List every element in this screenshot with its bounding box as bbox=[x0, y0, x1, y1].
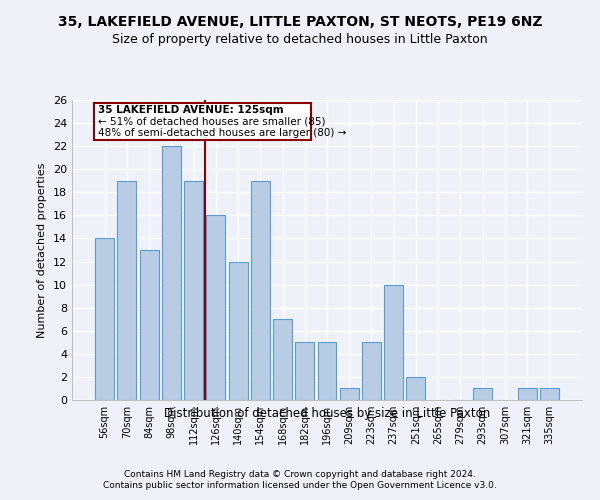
FancyBboxPatch shape bbox=[94, 104, 311, 141]
Bar bbox=[229, 262, 248, 400]
Bar bbox=[95, 238, 114, 400]
Text: Contains HM Land Registry data © Crown copyright and database right 2024.: Contains HM Land Registry data © Crown c… bbox=[124, 470, 476, 479]
Bar bbox=[118, 181, 136, 400]
Text: 35, LAKEFIELD AVENUE, LITTLE PAXTON, ST NEOTS, PE19 6NZ: 35, LAKEFIELD AVENUE, LITTLE PAXTON, ST … bbox=[58, 15, 542, 29]
Text: Contains public sector information licensed under the Open Government Licence v3: Contains public sector information licen… bbox=[103, 481, 497, 490]
Text: Size of property relative to detached houses in Little Paxton: Size of property relative to detached ho… bbox=[112, 32, 488, 46]
Bar bbox=[184, 181, 203, 400]
Bar bbox=[406, 377, 425, 400]
Bar bbox=[295, 342, 314, 400]
Bar bbox=[317, 342, 337, 400]
Bar bbox=[340, 388, 359, 400]
Bar bbox=[162, 146, 181, 400]
Bar bbox=[140, 250, 158, 400]
Bar bbox=[273, 319, 292, 400]
Text: 35 LAKEFIELD AVENUE: 125sqm: 35 LAKEFIELD AVENUE: 125sqm bbox=[98, 105, 284, 115]
Y-axis label: Number of detached properties: Number of detached properties bbox=[37, 162, 47, 338]
Bar bbox=[362, 342, 381, 400]
Text: Distribution of detached houses by size in Little Paxton: Distribution of detached houses by size … bbox=[164, 408, 490, 420]
Bar bbox=[251, 181, 270, 400]
Bar bbox=[206, 216, 225, 400]
Text: 48% of semi-detached houses are larger (80) →: 48% of semi-detached houses are larger (… bbox=[98, 128, 346, 138]
Text: ← 51% of detached houses are smaller (85): ← 51% of detached houses are smaller (85… bbox=[98, 116, 325, 126]
Bar bbox=[518, 388, 536, 400]
Bar bbox=[540, 388, 559, 400]
Bar bbox=[473, 388, 492, 400]
Bar bbox=[384, 284, 403, 400]
